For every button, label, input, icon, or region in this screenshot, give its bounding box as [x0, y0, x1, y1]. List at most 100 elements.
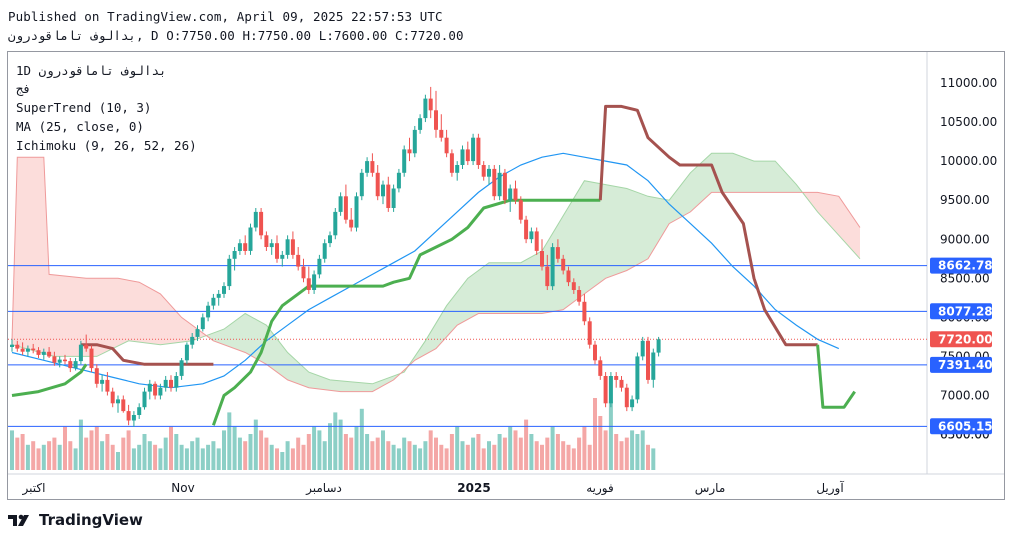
candle-body [365, 161, 370, 173]
candle-body [614, 376, 619, 380]
volume-bar [248, 434, 253, 470]
candle-body [94, 368, 99, 384]
volume-bar [322, 441, 327, 470]
volume-bar [449, 434, 454, 470]
volume-bar [375, 437, 380, 470]
candle-body [497, 172, 502, 197]
candle-body [550, 247, 555, 287]
volume-bar [200, 448, 205, 470]
candle-body [518, 200, 523, 220]
legend-ichimoku: Ichimoku (9, 26, 52, 26) [16, 138, 197, 153]
candle-body [343, 196, 348, 220]
candle-body [370, 161, 375, 173]
price-tag-label: 8077.28 [938, 304, 993, 318]
volume-bar [359, 408, 364, 470]
volume-bar [312, 426, 317, 470]
volume-bar [275, 448, 279, 470]
y-tick-label: 8500.00 [940, 271, 990, 285]
y-tick-label: 9500.00 [940, 193, 990, 207]
volume-bar [89, 430, 94, 470]
candle-body [78, 344, 83, 362]
candle-body [163, 379, 168, 388]
volume-bar [216, 448, 221, 470]
volume-bar [550, 426, 555, 470]
volume-bar [163, 437, 168, 470]
candle-body [561, 258, 566, 271]
candle-body [354, 196, 359, 228]
x-tick-label: آوریل [816, 480, 844, 496]
candle-body [100, 379, 105, 384]
volume-bar [402, 437, 407, 470]
price-tag-label: 8662.78 [938, 259, 993, 273]
volume-bar [540, 444, 544, 470]
candle-body [222, 286, 226, 294]
candle-body [460, 149, 465, 165]
volume-bar [619, 441, 624, 470]
candle-body [630, 399, 635, 408]
candle-body [285, 239, 290, 255]
volume-bar [333, 412, 338, 470]
volume-bar [412, 444, 417, 470]
candle-body [10, 344, 14, 347]
last-price-tag [930, 331, 992, 348]
volume-bar [391, 444, 396, 470]
candle-body [131, 415, 136, 421]
price-tag-label: 7720.00 [938, 332, 993, 346]
volume-bar [179, 444, 184, 470]
ichimoku-cloud-bullish [208, 313, 402, 392]
volume-bar [593, 398, 597, 470]
volume-bar [465, 444, 470, 470]
volume-bar [497, 434, 502, 470]
volume-bar [492, 444, 497, 470]
candle-body [646, 340, 650, 380]
candle-body [423, 98, 428, 119]
footer-brand[interactable]: TradingView [8, 511, 143, 529]
candle-body [391, 188, 396, 208]
volume-bar [407, 441, 412, 470]
symbol-ohlc-line: بدالوف تاماقودرون, D O:7750.00 H:7750.00… [8, 28, 464, 43]
legend-symbol: 1D بدالوف تاماقودرون [16, 63, 167, 78]
supertrend-down-line [80, 343, 214, 366]
candle-body [487, 168, 491, 177]
volume-bar [587, 444, 592, 470]
candle-body [386, 184, 391, 208]
volume-bar [608, 401, 613, 470]
supertrend-down-line [598, 104, 818, 347]
volume-bar [211, 441, 216, 470]
ichimoku-cloud-bullish [409, 153, 805, 366]
volume-bar [561, 441, 566, 470]
candle-body [455, 165, 460, 173]
volume-bar [614, 434, 619, 470]
volume-bar [518, 437, 523, 470]
price-tag-label: 6605.15 [938, 419, 993, 433]
volume-bar [354, 426, 359, 470]
supertrend-up-line [816, 344, 856, 409]
candle-body [449, 153, 454, 173]
volume-bar [190, 441, 195, 470]
volume-bar [269, 444, 274, 470]
candle-body [121, 399, 126, 412]
level-price-tag [930, 303, 992, 320]
candle-body [465, 149, 470, 162]
volume-bar [52, 437, 57, 470]
candle-body [153, 383, 158, 396]
volume-bar [84, 437, 89, 470]
volume-bar [534, 441, 539, 470]
volume-bar [195, 437, 200, 470]
candle-body [169, 379, 173, 388]
legend-exchange: فج [16, 81, 32, 96]
ichimoku-cloud-bearish [12, 157, 209, 357]
x-tick-label: 2025 [457, 481, 490, 495]
volume-bar [31, 441, 36, 470]
volume-bar [126, 430, 131, 470]
volume-bar [105, 434, 110, 470]
volume-bar [264, 437, 269, 470]
candle-body [301, 266, 306, 279]
y-tick-label: 10500.00 [940, 115, 997, 129]
candle-body [577, 290, 582, 302]
volume-bar [41, 444, 46, 470]
volume-bar [158, 448, 163, 470]
candle-body [116, 399, 120, 404]
x-tick-label: مارس [695, 481, 726, 496]
